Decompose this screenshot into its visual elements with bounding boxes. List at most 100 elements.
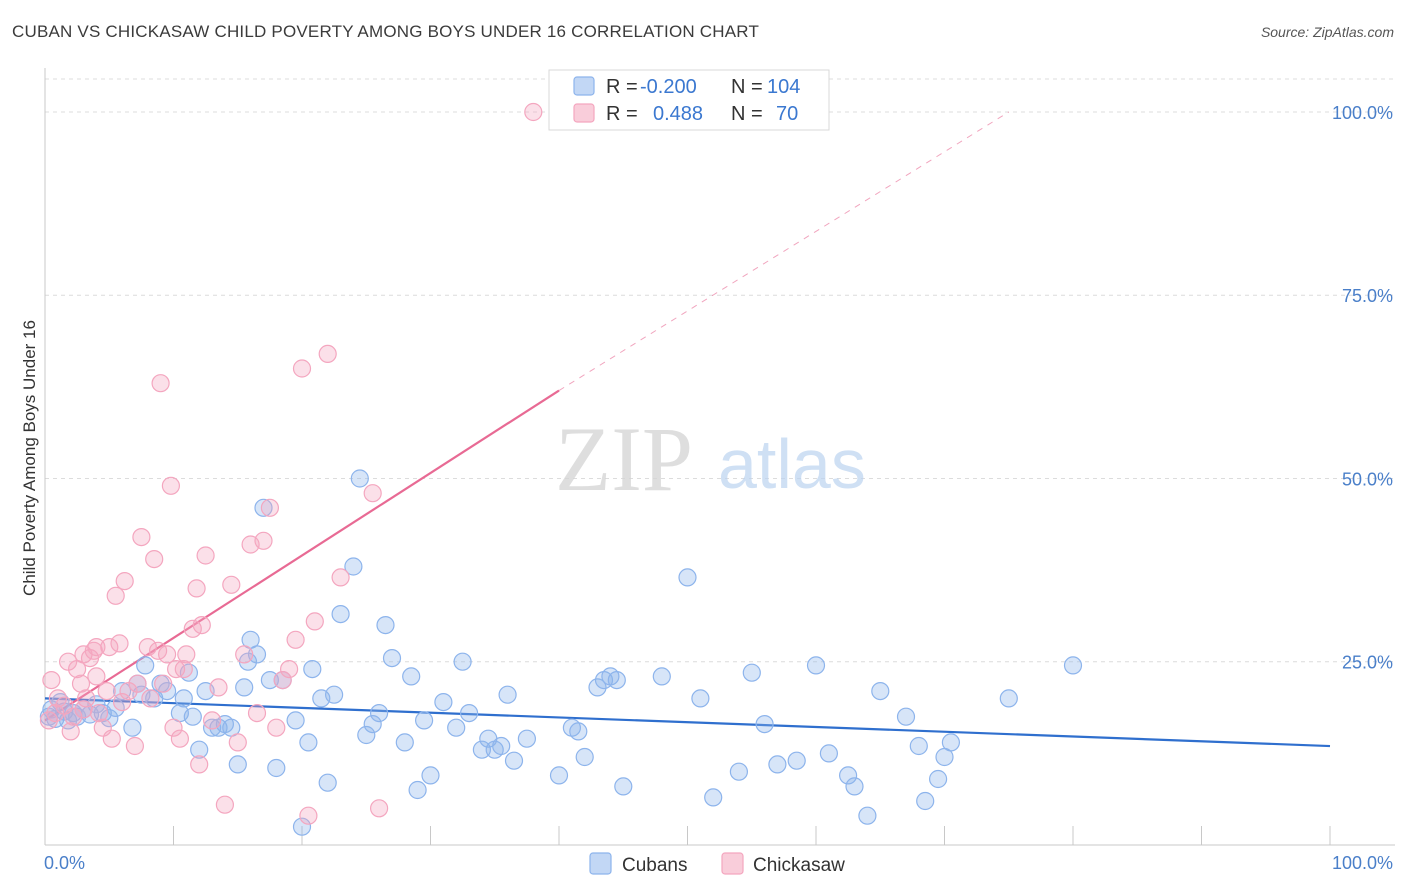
bottom-legend-swatch-cubans [589,852,612,875]
point-chickasaw [187,579,206,598]
point-chickasaw [177,645,196,664]
point-chickasaw [74,700,93,719]
point-cubans [549,766,569,785]
legend-n-value-chickasaw: 70 [776,103,798,125]
point-chickasaw [100,637,119,657]
point-chickasaw [203,711,222,730]
bottom-legend-swatch-chickasaw [721,852,744,875]
y-tick-label: 50.0% [1342,469,1393,489]
point-cubans [691,689,710,708]
point-cubans [838,766,858,785]
legend-n-label-chickasaw: N = [731,103,763,125]
point-chickasaw [370,799,389,818]
point-cubans [260,670,279,690]
watermark-zip: ZIP [555,408,693,510]
point-chickasaw [125,736,144,756]
point-cubans [569,722,588,741]
point-chickasaw [61,722,80,741]
point-cubans [402,667,421,686]
point-chickasaw [128,674,147,693]
trend-line-chickasaw [44,389,560,722]
point-chickasaw [305,612,324,631]
point-cubans [768,755,787,774]
watermark: ZIP atlas [555,408,866,510]
point-chickasaw [280,659,299,679]
point-chickasaw [115,571,134,591]
point-cubans [755,714,774,734]
point-cubans [325,685,344,704]
point-chickasaw [87,667,106,686]
point-cubans [498,685,517,704]
point-chickasaw [183,619,202,638]
point-cubans [415,711,434,730]
point-cubans [299,733,318,752]
point-chickasaw [64,707,83,726]
bottom-legend: Cubans Chickasaw [589,852,845,876]
point-chickasaw [154,674,173,693]
point-chickasaw [524,102,543,122]
point-chickasaw [235,645,254,664]
point-chickasaw [151,374,170,393]
point-cubans [607,670,626,690]
y-tick-label: 75.0% [1342,286,1393,306]
point-cubans [382,648,402,668]
point-cubans [100,709,119,728]
data-points [39,102,1083,836]
point-cubans [376,615,395,635]
point-cubans [999,689,1018,708]
point-chickasaw [97,681,116,701]
point-cubans [286,711,305,730]
point-cubans [136,656,155,675]
point-cubans [871,681,890,701]
point-cubans [344,557,363,576]
legend-r-value-cubans: -0.200 [640,76,697,98]
point-chickasaw [89,703,109,723]
point-cubans [460,703,479,723]
point-cubans [928,769,948,789]
point-cubans [350,469,369,488]
point-chickasaw [273,670,292,690]
point-chickasaw [167,659,186,679]
point-chickasaw [102,729,121,748]
point-chickasaw [286,630,305,649]
point-chickasaw [161,476,180,495]
point-cubans [517,729,537,748]
point-chickasaw [110,634,129,653]
point-chickasaw [141,689,160,708]
point-chickasaw [331,568,350,587]
point-chickasaw [112,692,132,712]
point-cubans [318,773,337,792]
point-cubans [267,758,286,778]
point-cubans [787,751,806,770]
legend: R = -0.200 N = 104 R = 0.488 N = 70 [548,69,830,131]
point-cubans [729,762,749,781]
point-cubans [228,755,247,774]
point-chickasaw [247,703,267,723]
x-tick-label-end: 100.0% [1332,853,1393,873]
point-cubans [235,678,254,697]
legend-swatch-chickasaw [573,103,595,123]
point-cubans [174,689,193,708]
tick-labels: 25.0% 50.0% 75.0% 100.0% 0.0% 100.0% [44,103,1393,873]
point-chickasaw [158,645,177,664]
point-cubans [123,718,142,737]
point-chickasaw [87,637,106,657]
point-chickasaw [209,678,228,697]
point-chickasaw [222,575,241,594]
legend-n-label-cubans: N = [731,76,763,98]
point-cubans [588,678,607,697]
point-cubans [453,652,472,671]
point-cubans [408,780,427,800]
point-chickasaw [138,637,157,657]
point-chickasaw [192,615,211,635]
point-cubans [472,740,491,759]
point-chickasaw [39,711,59,730]
point-cubans [434,692,453,712]
point-cubans [614,777,633,796]
point-cubans [858,806,877,825]
point-cubans [909,736,928,756]
point-chickasaw [254,531,273,550]
source-label: Source: ZipAtlas.com [1260,24,1394,40]
point-cubans [806,656,826,675]
point-cubans [331,604,350,624]
